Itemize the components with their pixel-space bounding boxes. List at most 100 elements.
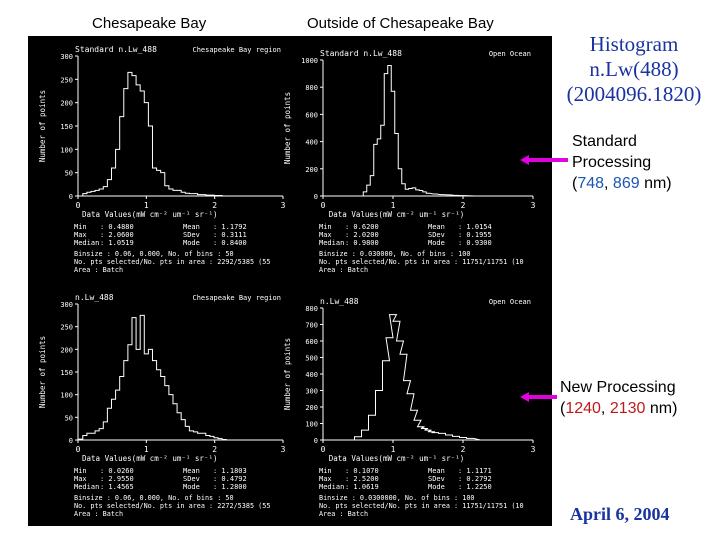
- x-tick-label-3-2: 2: [461, 445, 466, 454]
- stat-name-1-0-b: Mean: [428, 223, 445, 231]
- arrow-new-head: [520, 392, 529, 402]
- y-tick-label-3-6: 600: [305, 338, 318, 346]
- histogram-bin-1-16: [416, 190, 420, 196]
- histogram-bin-0-17: [148, 126, 152, 196]
- stat-value-3-0-a: : 0.1070: [345, 467, 379, 475]
- side-title-line-1: Histogram: [589, 32, 679, 56]
- stat-name-2-0-a: Min: [74, 467, 87, 475]
- stat-name-1-0-a: Min: [319, 223, 332, 231]
- x-axis-label-0: Data Values(mW cm⁻² um⁻¹ sr⁻¹): [82, 210, 217, 219]
- standard-processing-label: Standard Processing (748, 869 nm): [572, 131, 672, 194]
- histogram-bin-2-25: [181, 420, 185, 440]
- histogram-bin-3-7: [390, 315, 397, 440]
- new-unit: nm): [645, 400, 678, 417]
- y-tick-label-0-2: 100: [60, 146, 73, 154]
- stat-name-3-1-b: SDev: [428, 475, 445, 483]
- histogram-bin-2-12: [128, 345, 132, 440]
- y-axis-label-1: Number of points: [283, 92, 292, 164]
- chart-title-0: Standard n.Lw_488: [75, 45, 157, 54]
- histogram-bin-2-23: [173, 404, 177, 440]
- histogram-bin-0-14: [136, 85, 140, 196]
- histogram-bin-2-4: [95, 431, 99, 440]
- histogram-bin-3-20: [439, 433, 446, 440]
- x-tick-label-0-2: 2: [212, 201, 217, 210]
- new-processing-label: New Processing (1240, 2130 nm): [560, 377, 677, 419]
- stat-name-3-0-b: Mean: [428, 467, 445, 475]
- stat-value-3-0-b: : 1.1171: [458, 467, 492, 475]
- y-tick-label-3-5: 500: [305, 355, 318, 363]
- histogram-bin-2-13: [132, 318, 136, 440]
- new-open: (: [560, 400, 566, 417]
- histogram-bin-3-11: [404, 381, 411, 440]
- stat-value-0-0-a: : 0.4880: [100, 223, 134, 231]
- histogram-bin-2-30: [202, 433, 206, 440]
- chart-footer-1-2: Area : Batch: [319, 266, 368, 274]
- side-title-line-3: (2004096.1820): [566, 82, 702, 106]
- histogram-bin-1-18: [423, 192, 427, 196]
- histogram-bin-2-22: [169, 395, 173, 440]
- y-tick-label-2-2: 100: [60, 392, 73, 400]
- y-axis-label-3: Number of points: [283, 338, 292, 410]
- stat-value-0-0-b: : 1.1792: [213, 223, 247, 231]
- stat-name-1-1-a: Max: [319, 231, 332, 239]
- chart-footer-3-0: Binsize : 0.0300000, No. of bins : 100: [319, 494, 475, 502]
- standard-wavelength-1: 748: [577, 175, 605, 192]
- stat-value-1-0-a: : 0.6200: [345, 223, 379, 231]
- histogram-bin-3-3: [369, 415, 376, 440]
- histogram-bin-1-6: [381, 125, 385, 196]
- histogram-bin-2-24: [177, 413, 181, 440]
- stat-name-0-1-a: Max: [74, 231, 87, 239]
- histogram-line-3: [347, 314, 488, 441]
- histogram-bin-1-8: [388, 65, 392, 196]
- histogram-bin-0-6: [103, 187, 107, 196]
- y-tick-label-1-2: 400: [305, 139, 318, 147]
- stat-value-2-2-b: : 1.2800: [213, 483, 247, 491]
- new-sep: ,: [600, 400, 610, 417]
- standard-sep: ,: [604, 175, 613, 192]
- stat-value-3-1-b: : 0.2792: [458, 475, 492, 483]
- histogram-bin-3-5: [383, 361, 390, 440]
- standard-unit: nm): [639, 175, 672, 192]
- stat-value-2-2-a: : 1.4565: [100, 483, 134, 491]
- histogram-bin-0-3: [91, 191, 95, 196]
- histogram-bin-0-12: [128, 72, 132, 196]
- histogram-bin-0-4: [95, 190, 99, 196]
- x-axis-label-3: Data Values(mW cm⁻² um⁻¹ sr⁻¹): [329, 454, 464, 463]
- histogram-panel: [28, 36, 552, 526]
- chart-footer-0-1: No. pts selected/No. pts in area : 2292/…: [74, 258, 270, 266]
- chart-footer-2-0: Binsize : 0.06, 0.000, No. of bins : 50: [74, 494, 234, 502]
- y-tick-label-0-5: 250: [60, 76, 73, 84]
- standard-open: (: [572, 175, 578, 192]
- stat-name-0-0-a: Min: [74, 223, 87, 231]
- x-tick-label-1-3: 3: [531, 201, 536, 210]
- histogram-bin-2-19: [157, 370, 161, 440]
- x-axis-label-2: Data Values(mW cm⁻² um⁻¹ sr⁻¹): [82, 454, 217, 463]
- y-tick-label-0-0: 0: [69, 193, 73, 201]
- x-tick-label-2-0: 0: [76, 445, 81, 454]
- standard-wavelengths: (748, 869 nm): [572, 173, 672, 194]
- x-tick-label-1-0: 0: [321, 201, 326, 210]
- stat-name-0-0-b: Mean: [183, 223, 200, 231]
- histogram-line-0: [78, 71, 227, 197]
- histogram-bin-2-11: [124, 361, 128, 440]
- histogram-bin-3-6: [386, 338, 393, 440]
- histogram-bin-2-29: [198, 433, 202, 440]
- histogram-bin-1-13: [405, 189, 409, 196]
- y-tick-label-1-0: 0: [314, 193, 318, 201]
- y-tick-label-3-3: 300: [305, 388, 318, 396]
- histogram-bin-0-10: [120, 117, 124, 196]
- histogram-bin-2-7: [107, 408, 111, 440]
- y-tick-label-3-4: 400: [305, 371, 318, 379]
- chart-region-2: Chesapeake Bay region: [192, 294, 281, 302]
- histogram-bin-0-2: [87, 192, 91, 196]
- y-tick-label-1-4: 800: [305, 84, 318, 92]
- histogram-bin-2-16: [144, 354, 148, 440]
- stat-value-2-1-b: : 0.4792: [213, 475, 247, 483]
- y-tick-label-3-1: 100: [305, 421, 318, 429]
- stat-value-1-2-a: : 0.9800: [345, 239, 379, 247]
- x-axis-label-1: Data Values(mW cm⁻² um⁻¹ sr⁻¹): [329, 210, 464, 219]
- side-title-line-2: n.Lw(488): [589, 57, 679, 81]
- stat-name-2-2-a: Median: [74, 483, 99, 491]
- histogram-line-2: [78, 314, 227, 441]
